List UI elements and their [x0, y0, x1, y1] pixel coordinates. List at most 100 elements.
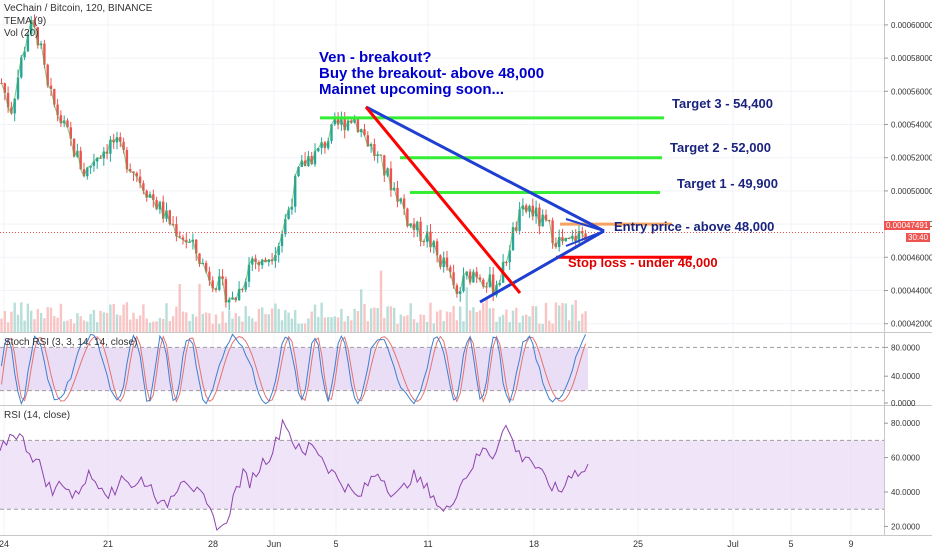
current-price-tag: 0.00047491	[884, 221, 931, 230]
candle-body	[36, 27, 39, 46]
candle-body	[541, 214, 544, 227]
volume-bar	[204, 312, 208, 332]
candle-body	[178, 236, 181, 238]
price-tick-label: 0.00060000	[891, 21, 932, 30]
volume-bar	[79, 316, 82, 332]
volume-bar	[208, 313, 211, 332]
volume-bar	[72, 323, 76, 332]
candle-body	[475, 271, 478, 278]
candle-body	[406, 208, 409, 227]
volume-bar	[482, 302, 485, 332]
candle-body	[416, 221, 419, 231]
candle-body	[267, 259, 270, 263]
volume-bar	[320, 302, 323, 332]
tema-legend[interactable]: TEMA (9)	[4, 16, 47, 27]
candle-body	[16, 77, 20, 99]
volume-bar	[129, 319, 132, 332]
volume-bar	[534, 306, 538, 332]
volume-bar	[109, 304, 112, 332]
candle-body	[224, 279, 228, 303]
volume-bar	[69, 318, 72, 332]
stoch-tick-label: 0.0000	[891, 399, 916, 408]
price-tick-label: 0.00056000	[891, 87, 932, 96]
volume-bar	[574, 300, 577, 332]
candle-body	[135, 173, 138, 177]
volume-bar	[241, 321, 244, 332]
candle-body	[109, 139, 112, 154]
candle-body	[409, 223, 412, 227]
volume-bar	[346, 316, 350, 332]
volume-bar	[478, 310, 482, 332]
volume-bar	[86, 321, 89, 332]
volume-bar	[501, 314, 505, 332]
candle-body	[492, 274, 495, 296]
candle-body	[89, 165, 92, 168]
volume-bar	[261, 307, 264, 332]
candle-body	[554, 243, 558, 248]
candle-body	[435, 241, 439, 256]
candle-body	[571, 235, 574, 239]
volume-layer	[0, 270, 587, 332]
volume-bar	[122, 304, 125, 332]
candle-body	[333, 118, 336, 125]
candle-body	[452, 272, 455, 286]
volume-bar	[224, 322, 228, 332]
candle-body	[59, 115, 63, 124]
volume-bar	[402, 316, 406, 332]
candle-body	[13, 98, 16, 114]
candle-body	[138, 176, 142, 184]
volume-bar	[26, 303, 30, 332]
volume-bar	[181, 311, 185, 332]
volume-bar	[525, 314, 528, 332]
volume-bar	[577, 320, 581, 332]
candle-body	[419, 221, 422, 242]
candle-body	[122, 141, 125, 151]
candle-body	[20, 57, 23, 78]
price-tick-label: 0.00058000	[891, 54, 932, 63]
candle-body	[429, 231, 432, 248]
candle-body	[521, 205, 525, 210]
volume-bar	[449, 312, 452, 332]
volume-bar	[333, 316, 336, 332]
volume-bar	[264, 314, 267, 332]
candle-body	[208, 271, 211, 281]
candle-body	[247, 264, 251, 282]
volume-bar	[53, 316, 56, 332]
price-tick-label: 0.00050000	[891, 187, 932, 196]
rsi-legend[interactable]: RSI (14, close)	[4, 410, 71, 421]
price-tick-label: 0.00046000	[891, 253, 932, 262]
candle-body	[343, 118, 346, 131]
candle-body	[53, 89, 56, 105]
volume-bar	[432, 323, 435, 332]
volume-bar	[396, 323, 399, 332]
downtrend-line	[364, 106, 522, 294]
rsi-tick-label: 20.0000	[891, 522, 920, 531]
volume-bar	[274, 303, 277, 332]
volume-bar	[416, 322, 419, 332]
candle-body	[228, 299, 231, 303]
stoch-rsi-legend[interactable]: Stoch RSI (3, 3, 14, 14, close)	[4, 337, 138, 348]
candle-body	[261, 259, 264, 266]
candle-body	[376, 154, 379, 156]
candle-body	[561, 237, 564, 242]
volume-bar	[277, 308, 280, 332]
volume-bar	[363, 303, 366, 332]
candle-body	[79, 150, 82, 170]
volume-bar	[119, 315, 122, 332]
volume-bar	[366, 321, 369, 332]
candle-body	[300, 160, 303, 167]
symbol-title[interactable]: VeChain / Bitcoin, 120, BINANCE	[4, 3, 153, 14]
volume-legend[interactable]: Vol (20)	[4, 28, 39, 39]
candle-body	[112, 139, 115, 143]
candle-body	[175, 224, 178, 237]
candle-body	[323, 142, 327, 149]
date-tick-label: 5	[333, 539, 338, 549]
candle-body	[327, 141, 330, 149]
volume-bar	[393, 307, 396, 332]
volume-bar	[498, 316, 501, 332]
candle-body	[185, 239, 188, 243]
volume-bar	[59, 303, 63, 332]
candle-body	[129, 169, 132, 172]
